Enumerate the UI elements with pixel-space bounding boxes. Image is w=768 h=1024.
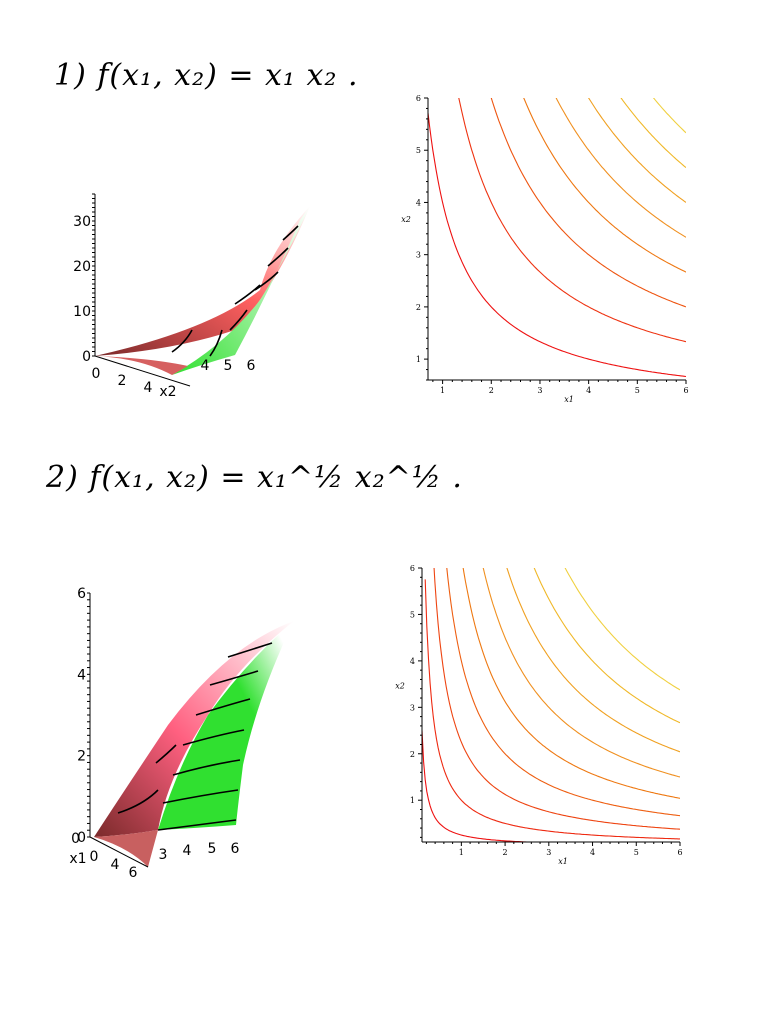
x2-tick-label: 5 <box>208 841 217 857</box>
surface-level-curve-3 <box>229 309 248 331</box>
contour-line-7 <box>620 98 686 169</box>
contour-line-1 <box>422 730 543 842</box>
x-tick-label: 1 <box>440 386 445 395</box>
x-tick-label: 2 <box>489 386 494 395</box>
contour-line-5 <box>462 568 680 799</box>
contour-line-1 <box>428 112 686 378</box>
surface-level-curve-2 <box>209 329 223 357</box>
surface-level-curve-1 <box>171 329 193 353</box>
surface-level-curve-6 <box>182 729 245 746</box>
problem1-heading: 1) f(x₁, x₂) = x₁ x₂ . <box>54 58 359 93</box>
surface-face-right <box>172 206 310 375</box>
surface-face-left <box>95 206 310 356</box>
origin-label: 0 <box>71 831 80 847</box>
surface-face-right <box>158 621 294 830</box>
x1-axis <box>94 355 191 387</box>
contour-line-3 <box>490 98 686 308</box>
x-tick-label: 3 <box>546 848 551 857</box>
x-tick-label: 5 <box>634 848 639 857</box>
z-tick-label: 2 <box>77 749 86 765</box>
z-tick-label: 0 <box>77 830 86 846</box>
x2-tick-label: 6 <box>247 358 256 374</box>
x1-tick-label: 0 <box>90 849 99 865</box>
surface-level-curve-5 <box>172 759 241 776</box>
surface-level-curve-9 <box>227 642 273 658</box>
x-tick-label: 6 <box>677 848 682 857</box>
contour-line-3 <box>433 568 680 830</box>
z-tick-label: 30 <box>73 214 91 230</box>
y-tick-label: 1 <box>416 355 421 364</box>
contour-line-6 <box>482 568 680 778</box>
contour-line-8 <box>652 98 686 134</box>
x-tick-label: 2 <box>503 848 508 857</box>
x2-tick-label: 6 <box>231 841 240 857</box>
y-tick-label: 2 <box>416 303 421 312</box>
problem2-heading: 2) f(x₁, x₂) = x₁^½ x₂^½ . <box>46 460 463 495</box>
surface-level-curve-7 <box>282 225 299 241</box>
x1-tick-label: 4 <box>111 857 120 873</box>
y-axis-label: x2 <box>395 682 405 691</box>
z-tick-label: 4 <box>77 667 86 683</box>
surface-level-curve-6 <box>267 247 289 267</box>
contour-line-8 <box>533 568 680 724</box>
contour-plot-2: 1 2 3 4 5 6 1 2 3 4 5 6 x1 x2 <box>395 564 682 866</box>
x-axis-label: x1 <box>564 395 574 404</box>
x-axis-label: x1 <box>558 857 568 866</box>
y-tick-label: 4 <box>416 198 421 207</box>
x1-tick-label: 0 <box>92 366 101 382</box>
z-tick-label: 0 <box>82 349 91 365</box>
y-tick-label: 3 <box>416 251 421 260</box>
surface-level-curve-8 <box>209 670 259 686</box>
x2-tick-label: 4 <box>183 843 192 859</box>
x1-tick-label: x2 <box>159 384 176 400</box>
surface-level-curve-3 <box>157 819 237 831</box>
x1-axis <box>89 836 149 868</box>
x-tick-label: 3 <box>537 386 542 395</box>
y-tick-label: 2 <box>410 750 415 759</box>
x-tick-label: 6 <box>683 386 688 395</box>
surface-level-curve-2 <box>155 744 177 764</box>
y-tick-label: 5 <box>416 146 421 155</box>
z-tick-label: 20 <box>73 259 91 275</box>
y-tick-label: 1 <box>410 796 415 805</box>
contour-line-5 <box>555 98 686 238</box>
x-tick-label: 1 <box>459 848 464 857</box>
contour-line-9 <box>564 568 680 691</box>
y-tick-label: 3 <box>410 703 415 712</box>
contour-line-4 <box>446 568 680 817</box>
surface-level-curve-4 <box>162 789 239 804</box>
contour-line-2 <box>424 579 680 840</box>
contour-line-2 <box>458 98 686 343</box>
surface-face-left <box>94 621 294 837</box>
surface-level-curve-7 <box>195 698 251 716</box>
y-tick-label: 6 <box>416 94 421 103</box>
y-axis-label: x2 <box>401 215 411 224</box>
x-tick-label: 4 <box>590 848 595 857</box>
x2-tick-label: 5 <box>224 358 233 374</box>
x1-tick-label: 6 <box>129 865 138 881</box>
surface-level-curve-1 <box>117 789 159 814</box>
z-tick-label: 6 <box>77 586 86 602</box>
surface-face-bottom <box>95 356 188 375</box>
x-tick-label: 5 <box>635 386 640 395</box>
y-tick-label: 5 <box>410 610 415 619</box>
surface-level-curve-5 <box>254 271 279 291</box>
y-tick-label: 4 <box>410 657 415 666</box>
contour-line-6 <box>587 98 686 203</box>
x2-tick-label: 3 <box>159 847 168 863</box>
x1-tick-label: 2 <box>118 373 127 389</box>
surface-face-bottom <box>94 830 158 867</box>
x1-tick-label: x1 <box>69 851 86 867</box>
x1-tick-label: 4 <box>144 380 153 396</box>
contour-line-4 <box>523 98 686 273</box>
y-tick-label: 6 <box>410 564 415 573</box>
x-tick-label: 4 <box>586 386 591 395</box>
z-tick-label: 10 <box>73 304 91 320</box>
surface-level-curve-4 <box>234 284 261 305</box>
x2-tick-label: 4 <box>201 358 210 374</box>
contour-plot-1: 1 2 3 4 5 6 1 2 3 4 5 6 x1 x2 <box>401 94 688 404</box>
contour-line-7 <box>506 568 680 753</box>
